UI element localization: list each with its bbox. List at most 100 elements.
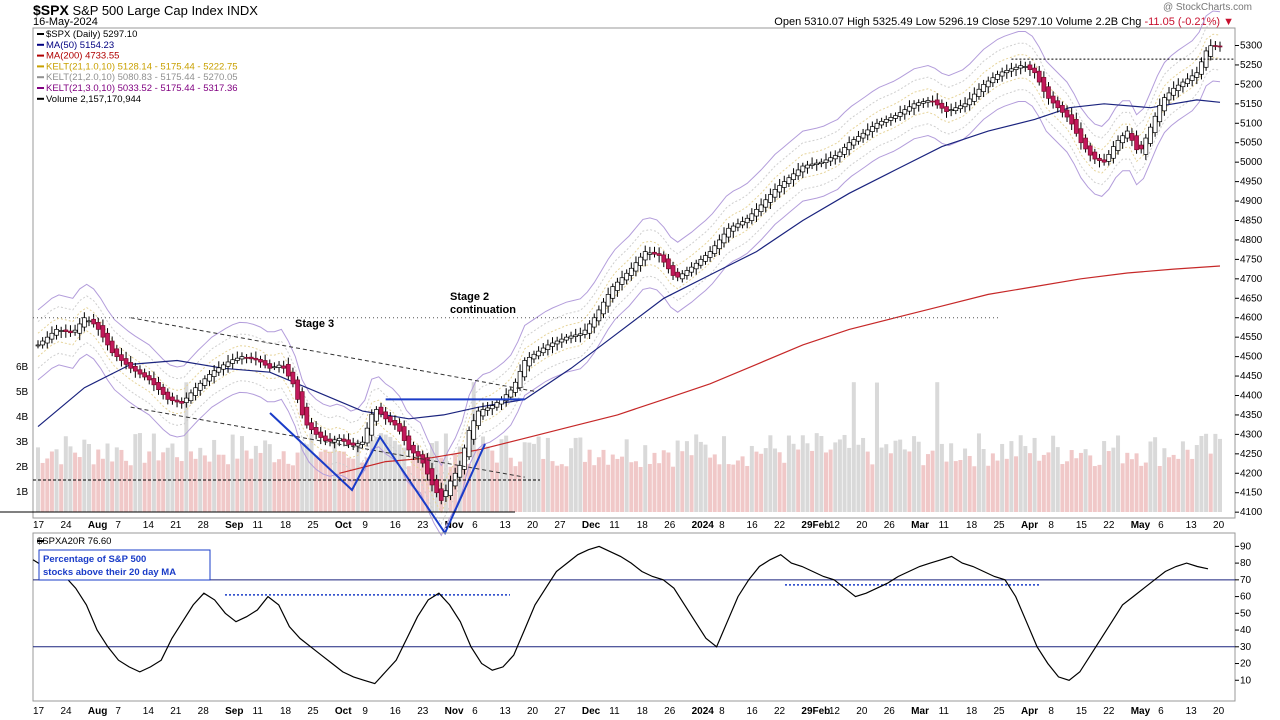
volume-bar: [1004, 458, 1009, 512]
price-tick-label: 4400: [1240, 391, 1263, 402]
candle-up: [466, 430, 472, 458]
candle-up: [1171, 87, 1176, 96]
volume-bar: [513, 466, 518, 512]
price-tick-label: 5100: [1240, 118, 1263, 129]
volume-bar: [490, 450, 495, 512]
volume-bar: [1000, 443, 1005, 512]
candle-up: [800, 165, 806, 173]
volume-bar: [45, 458, 50, 512]
volume-bar: [874, 382, 879, 512]
date-tick-label: 7: [115, 520, 121, 531]
chart-title: $SPX S&P 500 Large Cap Index INDX: [33, 2, 258, 18]
candle-up: [879, 120, 884, 126]
candle-up: [582, 329, 588, 335]
candle-up: [72, 329, 78, 333]
candle-up: [902, 109, 908, 115]
candle-down: [675, 271, 681, 278]
candle-up: [374, 409, 379, 422]
volume-bar: [379, 433, 384, 512]
volume-bar: [689, 455, 694, 512]
volume-bar: [471, 382, 476, 512]
volume-bar: [40, 462, 45, 512]
volume-bar: [953, 461, 958, 512]
volume-bar: [239, 436, 244, 512]
candle-up: [707, 251, 713, 258]
volume-bar: [643, 445, 648, 512]
volume-bar: [601, 449, 606, 512]
candle-up: [193, 387, 198, 396]
candle-up: [197, 382, 203, 391]
legend-entry: $SPX (Daily) 5297.10: [46, 29, 137, 40]
candle-down: [415, 451, 421, 457]
volume-bar: [842, 434, 847, 512]
price-tick-label: 5050: [1240, 138, 1263, 149]
volume-bar: [620, 456, 625, 512]
date-tick-label: 8: [719, 520, 725, 531]
volume-bar: [559, 464, 564, 512]
candle-down: [406, 435, 412, 451]
volume-bar: [309, 433, 314, 512]
candle-down: [930, 100, 935, 103]
candle-up: [272, 366, 277, 369]
volume-bar: [1208, 453, 1213, 512]
candle-down: [95, 322, 101, 330]
volume-bar: [949, 443, 954, 512]
candle-up: [795, 169, 801, 177]
volume-bar: [1027, 453, 1032, 512]
candle-up: [865, 129, 871, 136]
candle-down: [244, 357, 249, 359]
volume-bar: [1051, 435, 1056, 512]
volume-tick-label: 5B: [16, 387, 29, 398]
price-tick-label: 4700: [1240, 274, 1263, 285]
candle-down: [174, 399, 180, 403]
volume-bar: [499, 439, 504, 512]
volume-bar: [1171, 454, 1176, 512]
breadth-tick-label: 10: [1240, 675, 1252, 686]
volume-bar: [73, 452, 78, 512]
candle-down: [1087, 145, 1093, 156]
volume-bar: [684, 441, 689, 512]
candle-up: [633, 262, 639, 272]
candle-up: [1004, 70, 1010, 74]
breadth-tick-label: 30: [1240, 642, 1252, 653]
volume-bar: [425, 453, 430, 512]
volume-bar: [467, 463, 472, 512]
breadth-date-label: 18: [966, 706, 978, 717]
candle-down: [132, 365, 138, 372]
breadth-date-label: Dec: [582, 706, 601, 717]
candle-up: [480, 409, 486, 417]
stage3-label: Stage 3: [295, 318, 334, 330]
volume-bar: [1083, 449, 1088, 512]
volume-bar: [865, 451, 870, 512]
volume-bar: [272, 462, 277, 512]
date-tick-label: 11: [253, 520, 264, 531]
volume-bar: [596, 457, 601, 512]
volume-bar: [485, 446, 490, 512]
breadth-date-label: 13: [1186, 706, 1198, 717]
candle-down: [1055, 100, 1061, 109]
volume-tick-label: 2B: [16, 462, 29, 473]
candle-up: [77, 323, 83, 334]
candle-down: [290, 371, 296, 385]
candle-up: [809, 163, 815, 166]
candle-down: [91, 318, 96, 325]
volume-bar: [318, 451, 323, 512]
candle-up: [230, 359, 236, 364]
volume-bar: [202, 455, 207, 512]
volume-bar: [480, 436, 485, 512]
candle-down: [425, 457, 430, 475]
volume-bar: [754, 451, 759, 512]
volume-bar: [745, 465, 750, 512]
candle-down: [944, 106, 949, 112]
volume-bar: [536, 436, 541, 512]
volume-bar: [1041, 454, 1046, 512]
breadth-date-label: 16: [747, 706, 759, 717]
breadth-date-label: 20: [527, 706, 539, 717]
volume-bar: [1199, 435, 1204, 512]
candle-up: [971, 93, 977, 102]
legend-entry: KELT(21,1.0,10) 5128.14 - 5175.44 - 5222…: [46, 61, 238, 72]
volume-bar: [1097, 464, 1102, 512]
volume-bar: [170, 443, 175, 512]
volume-bar: [930, 450, 935, 512]
volume-bar: [137, 433, 142, 512]
